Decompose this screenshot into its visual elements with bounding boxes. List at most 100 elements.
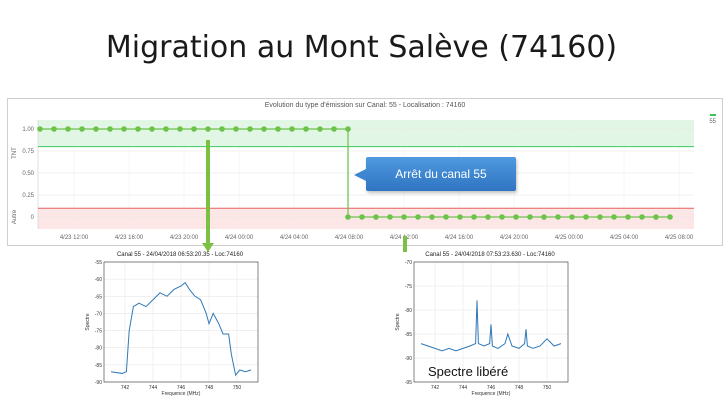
data-point [135,126,141,132]
x-tick-label: 746 [177,385,186,391]
data-point [639,214,645,220]
x-tick-label: 4/24 04:00 [280,235,309,241]
y-label-top: TNT [12,147,18,159]
x-axis-label: Frequence (MHz) [472,391,511,397]
y-tick-label: -85 [95,363,102,369]
data-point [401,214,407,220]
data-point [499,214,505,220]
spectrum-after: Canal 55 - 24/04/2018 07:53:23.630 - Loc… [392,252,588,398]
data-point [373,214,379,220]
data-point [555,214,561,220]
data-point [625,214,631,220]
data-point [219,126,225,132]
y-tick-label: -95 [405,380,412,386]
x-tick-label: 4/24 16:00 [445,235,474,241]
data-point [345,126,351,132]
plot-frame [103,261,259,383]
x-tick-label: 748 [205,385,214,391]
data-point [93,126,99,132]
y-tick-label: 0 [31,215,35,221]
y-tick-label: -75 [95,329,102,335]
x-tick-label: 4/24 08:00 [335,235,364,241]
x-tick-label: 4/23 20:00 [170,235,199,241]
spectrum-before-title: Canal 55 - 24/04/2018 06:53:20.35 - Loc:… [116,252,244,258]
y-tick-label: -90 [95,380,102,386]
y-tick-label: -80 [95,346,102,352]
x-tick-label: 748 [515,385,524,391]
y-tick-label: -75 [405,284,412,290]
legend-swatch [710,114,716,116]
data-point [513,214,519,220]
data-point [541,214,547,220]
data-point [289,126,295,132]
y-tick-label: -70 [405,260,412,266]
x-tick-label: 4/24 00:00 [225,235,254,241]
data-point [303,126,309,132]
data-point [583,214,589,220]
data-point [667,214,673,220]
spectrum-after-trace [420,300,562,352]
data-point [177,126,183,132]
data-point [51,126,57,132]
data-point [65,126,71,132]
y-label-bottom: Autre [12,209,18,224]
y-tick-label: 0.25 [22,193,34,199]
data-point [121,126,127,132]
x-tick-label: 4/25 08:00 [665,235,694,241]
data-point [261,126,267,132]
spectrum-before-svg: -55 -60 -65 -70 -75 -80 -85 -90 742 744 746 748 750 F… [85,260,259,397]
data-point [457,214,463,220]
y-tick-label: -65 [95,294,102,300]
spectrum-note: Spectre libéré [428,364,509,379]
spectrum-before-trace [110,281,252,377]
x-tick-label: 4/25 00:00 [555,235,584,241]
x-tick-label: 746 [487,385,496,391]
data-point [317,126,323,132]
chart-title: Evolution du type d'émission sur Canal: … [264,102,466,109]
data-point [485,214,491,220]
x-axis-label: Frequence (MHz) [162,391,201,397]
x-tick-label: 4/24 12:00 [390,235,419,241]
y-tick-label: -80 [405,308,412,314]
data-point [527,214,533,220]
y-axis-label: Spectre [395,313,401,330]
data-point [387,214,393,220]
data-point [163,126,169,132]
data-point [359,214,365,220]
data-point [107,126,113,132]
spectrum-after-svg: -70 -75 -80 -85 -90 -95 742 744 746 748 750 Frequen… [395,260,569,397]
data-point [611,214,617,220]
data-point [37,126,43,132]
x-tick-label: 4/24 20:00 [500,235,529,241]
data-point [345,214,351,220]
other-band [38,208,694,229]
data-point [569,214,575,220]
data-point [191,126,197,132]
x-tick-label: 744 [149,385,158,391]
plot-frame [413,261,569,383]
x-tick-label: 4/23 16:00 [115,235,144,241]
y-tick-label: 1.00 [22,127,34,133]
data-point [597,214,603,220]
x-tick-label: 742 [121,385,130,391]
y-axis-label: Spectre [85,313,91,330]
y-tick-label: -55 [95,260,102,266]
data-point [79,126,85,132]
data-point [471,214,477,220]
spectrum-after-title: Canal 55 - 24/04/2018 07:53:23.630 - Loc… [425,252,555,258]
data-point [233,126,239,132]
x-tick-label: 742 [431,385,440,391]
data-point [331,126,337,132]
y-tick-label: -90 [405,356,412,362]
spectrum-before: Canal 55 - 24/04/2018 06:53:20.35 - Loc:… [82,252,278,398]
data-point [247,126,253,132]
data-point [275,126,281,132]
x-tick-label: 4/25 04:00 [610,235,639,241]
callout-arret-canal: Arrêt du canal 55 [354,157,516,191]
data-point [443,214,449,220]
y-tick-label: -60 [95,277,102,283]
x-tick-label: 744 [459,385,468,391]
data-point [205,126,211,132]
x-tick-label: 750 [543,385,552,391]
legend-item-55[interactable]: 55 [709,119,716,125]
